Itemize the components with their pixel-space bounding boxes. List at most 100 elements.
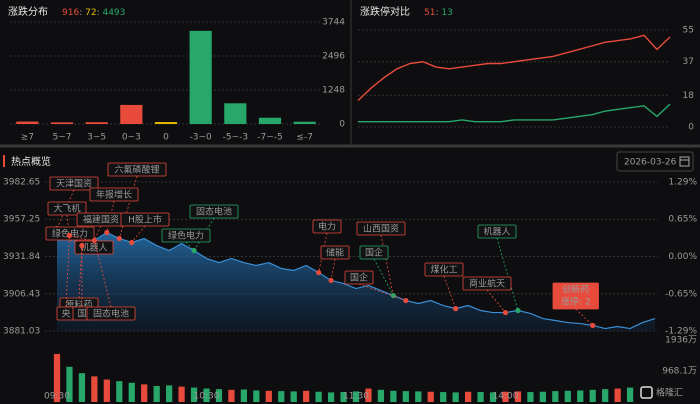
bar — [224, 103, 247, 124]
volume-bar — [502, 391, 509, 402]
volume-bar — [327, 392, 335, 402]
annotation-dot — [453, 306, 459, 312]
annotation-tag — [47, 201, 87, 216]
y2-tick-label: 1.29% — [668, 178, 697, 188]
y-tick-label: 18 — [683, 91, 695, 101]
y2-tick-label: -1.29% — [665, 327, 697, 337]
x-tick-label: -3~0 — [190, 133, 213, 143]
volume-tick-label: 968.1万 — [662, 366, 697, 376]
volume-bar — [577, 390, 584, 402]
annotation-label: 电力 — [318, 221, 336, 233]
panel-title: 热点概览 — [11, 155, 51, 168]
x-tick-label: 11:30 — [343, 392, 369, 402]
count: 72 — [85, 8, 96, 18]
annotation-tag — [477, 224, 517, 239]
bar — [120, 104, 143, 124]
x-tick-label: 0~3 — [122, 133, 141, 143]
y-tick-label: 2496 — [322, 52, 345, 62]
volume-bar — [614, 388, 621, 402]
annotation-detail: 涨停: 2 — [561, 296, 591, 308]
y-tick-label: 55 — [683, 26, 694, 36]
bar — [293, 121, 316, 124]
annotation-label: 国 — [77, 309, 86, 320]
y2-tick-label: 0.65% — [668, 214, 697, 224]
annotation-tag — [189, 204, 239, 219]
volume-bar — [228, 389, 235, 402]
annotation-tag — [120, 212, 170, 227]
volume-bar — [552, 391, 559, 402]
y-tick-label: 37 — [683, 57, 694, 67]
y-tick-label: 1248 — [322, 86, 345, 96]
brand: 格隆汇 — [636, 382, 700, 404]
date[interactable]: 2026-03-26 — [624, 158, 677, 168]
annotation-dot — [502, 309, 509, 316]
x-tick-label: 5~7 — [53, 133, 72, 143]
date-picker[interactable] — [616, 151, 694, 172]
annotation-tag — [49, 176, 99, 191]
bar — [154, 122, 178, 124]
y2-tick-label: 0.00% — [668, 252, 697, 262]
bar — [16, 121, 39, 124]
price-line — [56, 228, 656, 330]
annotation-connector — [78, 245, 83, 299]
panel-title: 涨跌停对比 — [360, 5, 410, 18]
volume-bar — [527, 392, 534, 402]
x-tick-label: ≤-7 — [296, 133, 313, 143]
annotation-connector — [358, 283, 406, 301]
annotation-dot — [66, 232, 73, 239]
volume-bar — [564, 390, 571, 402]
annotation-tag — [86, 306, 136, 321]
annotation-label: 固态电池 — [93, 308, 129, 320]
volume-bar — [589, 389, 596, 402]
volume-bar — [265, 390, 272, 402]
y-tick-label: 3881.03 — [3, 327, 40, 337]
count-summary: 51: 13 — [424, 8, 453, 18]
annotation-label: 央 — [61, 308, 70, 320]
annotation-label: 福建国资 — [83, 214, 119, 226]
x-tick-label: 0 — [163, 133, 169, 143]
y-tick-label: 3906.43 — [3, 289, 40, 299]
separator: : — [79, 8, 82, 18]
count: 51 — [424, 8, 435, 18]
y-tick-label: 3931.84 — [3, 252, 40, 262]
annotation-connector — [443, 275, 457, 309]
annotation-label: 国企 — [365, 247, 383, 259]
volume-bar — [340, 392, 347, 402]
annotation-label: 商业航天 — [469, 278, 505, 290]
annotation-dot — [129, 239, 135, 246]
calendar-icon[interactable] — [679, 156, 690, 167]
accent — [3, 155, 5, 167]
annotation-label: 国企 — [350, 272, 368, 284]
x-tick-label: 14:00 — [493, 392, 519, 402]
y-tick-label: 0 — [339, 120, 345, 130]
annotation-tag — [424, 262, 464, 277]
volume-bar — [190, 387, 198, 402]
price-area — [57, 228, 655, 331]
annotation-label: 大飞机 — [53, 203, 80, 215]
volume-bar — [215, 389, 223, 402]
bar — [258, 117, 282, 124]
volume-bar — [514, 391, 522, 402]
volume-bar — [253, 390, 260, 402]
annotation-dot — [91, 237, 97, 244]
annotation-connector — [496, 237, 519, 311]
annotation-label: 山西国资 — [363, 224, 399, 235]
volume-bar — [91, 376, 98, 402]
x-tick-label: 09:30 — [44, 392, 70, 402]
volume-bar — [116, 381, 123, 402]
annotation-label: 六氟磷酸锂 — [114, 164, 159, 176]
annotation-connector — [118, 175, 138, 239]
separator: : — [435, 8, 438, 18]
x-tick-label: -7~-5 — [257, 133, 283, 143]
annotation-label: 储能 — [326, 247, 344, 259]
annotation-label: 创新药 — [562, 284, 589, 296]
annotation-tag — [320, 245, 350, 260]
annotation-label: 煤化工 — [430, 264, 457, 276]
annotation-dot — [590, 322, 596, 329]
volume-bar — [290, 391, 297, 402]
volume-tick-label: 1936万 — [665, 336, 697, 346]
bar — [85, 122, 108, 124]
volume-bar — [178, 386, 185, 402]
volume-bar — [66, 366, 73, 402]
annotation-dot — [328, 277, 334, 284]
